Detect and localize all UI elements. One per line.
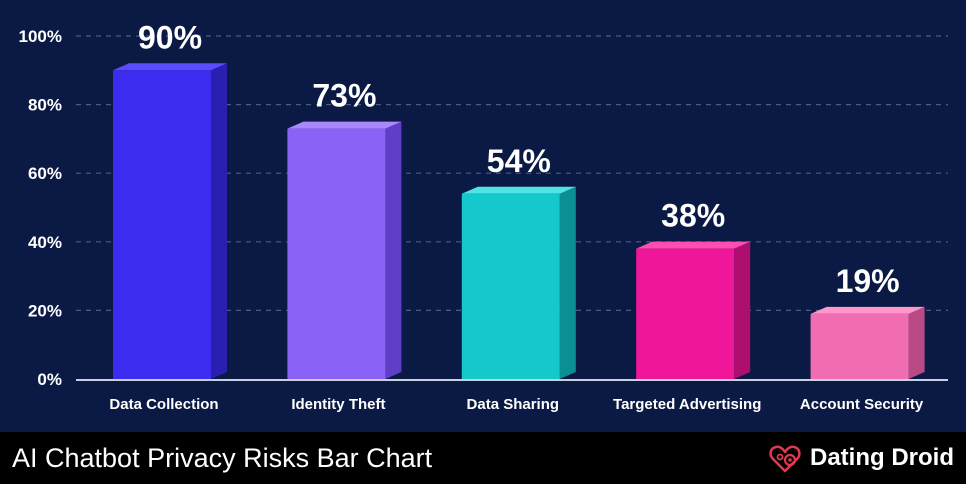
brand-name: Dating Droid [810, 444, 954, 471]
bar-chart: 0% 20% 40% 60% 80% 100% 90% Data Collection 73% I… [19, 19, 948, 413]
bar-side [211, 63, 227, 380]
bar-side [559, 186, 576, 379]
bar-side [908, 306, 925, 379]
bar-top [810, 306, 925, 314]
x-tick-label: Data Sharing [467, 396, 560, 413]
brand-logo: Dating Droid [768, 440, 954, 476]
y-tick-label: 40% [28, 233, 62, 252]
y-tick-label: 60% [28, 164, 62, 183]
x-tick-label: Identity Theft [291, 396, 385, 413]
bar-top [113, 63, 227, 71]
chart-area: 0% 20% 40% 60% 80% 100% 90% Data Collection 73% I… [0, 0, 966, 432]
heart-gear-icon [769, 445, 801, 473]
footer-bar: AI Chatbot Privacy Risks Bar Chart Datin… [0, 432, 966, 484]
y-tick-label: 80% [28, 96, 62, 115]
bar [636, 248, 735, 379]
bar-top [636, 241, 751, 249]
bar-side [385, 121, 402, 380]
data-label: 73% [312, 78, 376, 114]
bar [113, 70, 211, 380]
y-tick-label: 100% [19, 27, 62, 46]
chart-title: AI Chatbot Privacy Risks Bar Chart [12, 443, 433, 473]
bar-side [734, 241, 751, 379]
data-label: 54% [487, 143, 551, 179]
x-tick-label: Targeted Advertising [613, 396, 761, 413]
data-label: 90% [138, 19, 202, 55]
bar-top [461, 186, 576, 194]
bar-top [287, 121, 402, 129]
y-tick-label: 20% [28, 301, 62, 320]
bar [287, 128, 386, 379]
bar [461, 193, 560, 379]
x-tick-label: Account Security [800, 396, 924, 413]
x-tick-label: Data Collection [109, 396, 218, 413]
data-label: 19% [836, 263, 900, 299]
bar [810, 313, 909, 379]
data-label: 38% [661, 198, 725, 234]
y-tick-label: 0% [37, 370, 62, 389]
